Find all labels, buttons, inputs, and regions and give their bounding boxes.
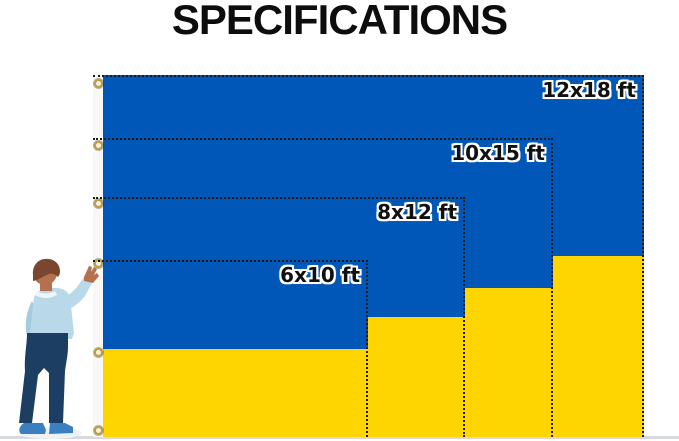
- size-label-8x12-ft: 8x12 ft: [377, 200, 457, 224]
- person-right-shoe: [49, 423, 73, 434]
- grommet-eyelet-4: [93, 258, 103, 268]
- size-label-10x15-ft: 10x15 ft: [451, 141, 545, 165]
- flag-pole-sleeve: [93, 72, 103, 437]
- flag-yellow-stripe-6x10-ft: [103, 348, 368, 437]
- person-hair: [32, 258, 60, 281]
- grommet-eyelet-1: [93, 78, 103, 88]
- person-pants: [19, 333, 68, 423]
- person-collar: [35, 291, 57, 298]
- flag-rect-6x10-ft: [103, 260, 368, 437]
- person-left-shoe: [19, 423, 46, 434]
- grommet-eyelet-2: [93, 140, 103, 150]
- flag-blue-stripe-6x10-ft: [103, 260, 368, 349]
- ground-line: [0, 436, 679, 439]
- size-label-12x18-ft: 12x18 ft: [542, 78, 636, 102]
- person-illustration: [18, 258, 99, 439]
- grommet-eyelet-5: [93, 347, 103, 357]
- person-hand: [84, 266, 99, 283]
- grommet-eyelet-3: [93, 198, 103, 208]
- grommet-eyelet-6: [93, 425, 103, 435]
- size-label-6x10-ft: 6x10 ft: [280, 263, 360, 287]
- page-title: SPECIFICATIONS: [171, 0, 508, 43]
- person-raised-arm: [56, 277, 92, 313]
